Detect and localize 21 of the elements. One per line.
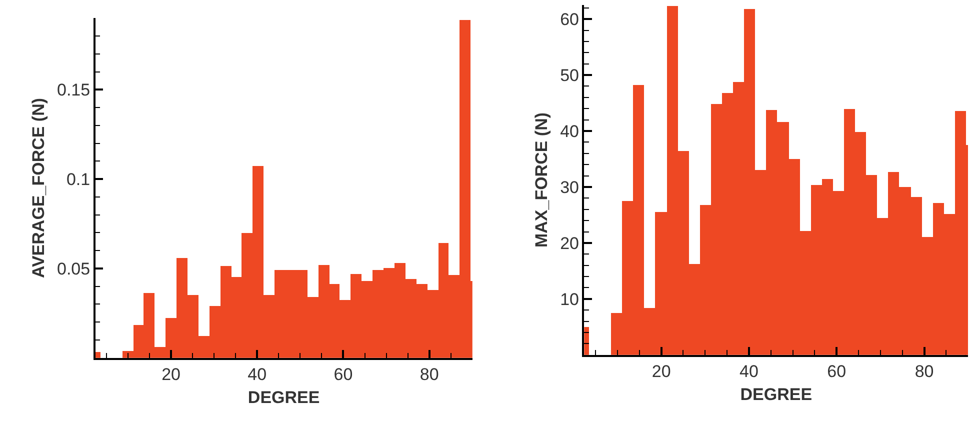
y-axis-title: AVERAGE_FORCE (N): [29, 98, 48, 278]
y-tick-label: 60: [560, 10, 580, 30]
x-tick-label: 40: [248, 365, 267, 384]
y-axis-title: MAX_FORCE (N): [532, 112, 552, 248]
y-tick-label: 50: [560, 66, 580, 85]
y-tick-label: 30: [560, 178, 580, 197]
x-tick-label: 60: [334, 365, 353, 384]
x-axis-title: DEGREE: [740, 384, 812, 404]
y-tick-label: 0.15: [57, 80, 90, 100]
y-tick-label: 20: [560, 234, 580, 253]
x-tick-label: 80: [420, 365, 439, 384]
x-tick-label: 40: [740, 362, 758, 382]
y-tick-label: 40: [560, 122, 580, 141]
x-tick-label: 20: [162, 365, 180, 384]
y-tick-label: 0.05: [57, 259, 90, 278]
y-tick-label: 0.1: [66, 170, 90, 190]
x-tick-label: 60: [827, 362, 846, 382]
y-tick-label: 10: [560, 290, 580, 309]
x-tick-label: 20: [652, 362, 671, 382]
x-axis-title: DEGREE: [248, 388, 320, 407]
x-tick-label: 80: [914, 362, 934, 382]
